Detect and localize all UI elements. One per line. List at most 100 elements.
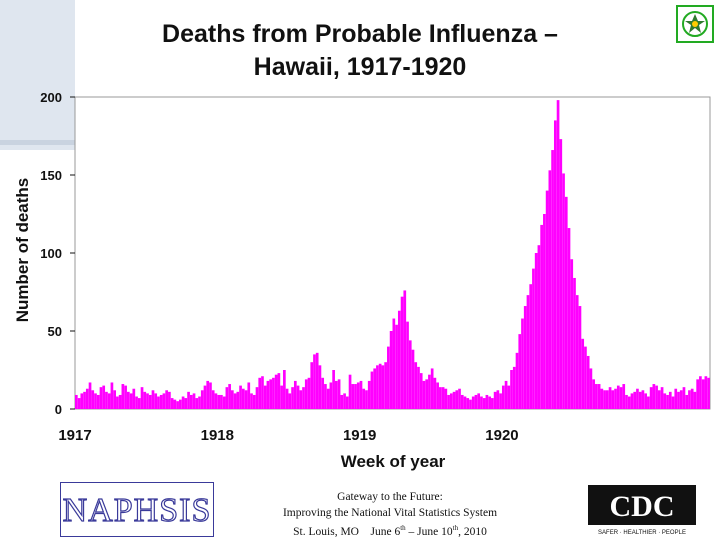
bar: [132, 388, 136, 409]
bar: [564, 196, 568, 409]
bar: [203, 385, 207, 409]
bar: [116, 396, 119, 409]
bar: [107, 393, 111, 409]
bar: [225, 387, 229, 409]
bar: [693, 391, 697, 409]
bar: [359, 380, 363, 409]
bar: [263, 385, 267, 409]
bar: [285, 388, 289, 409]
bar: [378, 363, 382, 409]
footer-line2: Improving the National Vital Statistics …: [282, 506, 498, 519]
bar: [436, 382, 439, 409]
bar: [247, 382, 251, 409]
bar: [326, 388, 330, 409]
bar: [553, 120, 557, 410]
bar: [600, 388, 604, 409]
bar: [406, 321, 409, 409]
bar: [666, 394, 669, 409]
bar: [209, 382, 212, 409]
bar: [567, 228, 571, 409]
bar: [96, 394, 100, 409]
bar: [595, 384, 598, 409]
bar: [548, 170, 552, 409]
bar: [244, 390, 248, 409]
bar: [658, 390, 661, 409]
bar: [603, 390, 606, 409]
bar: [422, 380, 426, 409]
bar: [277, 373, 281, 409]
footer-line3: St. Louis, MO June 6th – June 10th, 2010: [250, 521, 530, 540]
bar: [91, 390, 95, 409]
naphsis-logo: NAPHSIS: [60, 482, 214, 537]
bar: [400, 296, 404, 409]
bar: [127, 391, 130, 409]
bar: [417, 366, 420, 409]
x-axis-label: Week of year: [340, 452, 446, 471]
bar: [578, 306, 582, 409]
bar: [704, 376, 708, 409]
bar: [488, 396, 491, 409]
bar: [458, 388, 461, 409]
bar: [608, 387, 612, 409]
bar: [679, 390, 683, 409]
bar: [699, 376, 702, 409]
bar: [148, 394, 152, 409]
bar: [633, 391, 637, 409]
corner-emblem-icon: [676, 5, 714, 43]
bar: [652, 384, 656, 409]
bar: [428, 374, 431, 409]
bar: [636, 388, 639, 409]
bar: [559, 139, 563, 409]
bar: [515, 352, 519, 409]
bar: [674, 388, 678, 409]
bar: [622, 384, 626, 409]
bar: [77, 398, 81, 409]
x-tick-label: 1920: [485, 427, 518, 444]
chart-title: Deaths from Probable Influenza – Hawaii,…: [80, 18, 640, 84]
bar: [184, 398, 188, 409]
bar: [504, 380, 508, 409]
bar: [463, 396, 467, 409]
bar: [614, 388, 617, 409]
bar: [526, 295, 530, 409]
bar: [425, 379, 429, 409]
bar: [236, 391, 240, 409]
bar: [370, 371, 374, 409]
bar: [619, 387, 623, 409]
bar: [501, 385, 505, 409]
decorative-side-panel: [0, 0, 75, 150]
bar: [258, 377, 262, 409]
bar: [376, 365, 379, 409]
bar: [466, 398, 470, 409]
bar: [452, 391, 456, 409]
bar: [99, 387, 103, 409]
bar: [318, 365, 322, 409]
bar: [696, 379, 699, 409]
bar: [239, 385, 242, 409]
bar: [233, 393, 237, 409]
bar: [365, 390, 368, 409]
bar: [137, 398, 141, 409]
bar: [80, 393, 84, 409]
x-tick-label: 1917: [58, 427, 91, 444]
bar: [482, 398, 486, 409]
bar: [543, 214, 546, 409]
footer-date-mid: – June 10: [405, 525, 453, 538]
bar: [250, 393, 253, 409]
bar: [389, 331, 393, 409]
bar: [200, 390, 204, 409]
bar: [280, 385, 283, 409]
bar: [159, 394, 163, 409]
bar: [348, 374, 352, 409]
bar: [173, 399, 177, 409]
decorative-side-panel-edge: [0, 140, 75, 145]
bar: [335, 380, 338, 409]
bar: [641, 390, 645, 409]
bar: [302, 387, 305, 409]
bar: [121, 384, 125, 409]
bar: [261, 376, 264, 409]
bar: [439, 387, 442, 409]
bar-series: [75, 100, 710, 410]
bar: [480, 396, 483, 409]
